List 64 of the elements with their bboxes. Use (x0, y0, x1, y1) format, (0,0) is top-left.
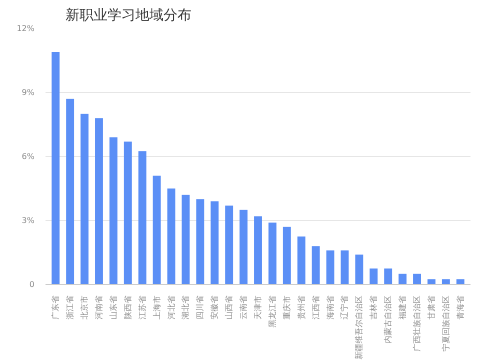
bar (210, 201, 219, 284)
x-tick-label: 吉林省 (369, 296, 378, 320)
x-tick-label: 四川省 (196, 296, 205, 320)
x-tick-label: 河北省 (166, 296, 176, 320)
x-tick-label: 广东省 (51, 296, 60, 320)
x-tick-label: 新疆维吾尔自治区 (354, 296, 364, 360)
x-tick-label: 宁夏回族自治区 (441, 296, 450, 352)
x-tick-label: 江苏省 (138, 296, 147, 320)
x-tick-label: 辽宁省 (340, 296, 350, 320)
bar (312, 246, 320, 284)
x-tick-label: 内蒙古自治区 (384, 296, 393, 344)
bar (282, 226, 291, 284)
y-tick-label: 0 (29, 280, 35, 289)
bar (413, 274, 421, 284)
bar (340, 250, 349, 284)
x-tick-label: 甘肃省 (426, 296, 436, 320)
bar (182, 194, 190, 284)
x-tick-label: 浙江省 (66, 296, 75, 320)
x-tick-label: 湖北省 (181, 296, 190, 320)
bar (456, 279, 464, 284)
bar (138, 151, 146, 284)
x-tick-label: 河南省 (94, 296, 104, 320)
bar (167, 188, 176, 284)
bar (109, 137, 118, 284)
bar (370, 268, 378, 284)
x-tick-label: 广西壮族自治区 (412, 296, 422, 352)
bar (196, 199, 204, 284)
x-tick-label: 山东省 (108, 296, 118, 320)
bar (80, 114, 89, 284)
y-tick-label: 12% (16, 24, 35, 33)
x-tick-label: 云南省 (239, 296, 248, 320)
x-tick-label: 天津市 (254, 296, 262, 320)
x-tick-label: 安徽省 (210, 296, 220, 320)
bar (254, 216, 262, 284)
x-tick-label: 重庆市 (282, 296, 292, 320)
x-tick-label: 福建省 (398, 296, 408, 320)
bar (297, 236, 306, 284)
x-tick-label: 上海市 (152, 296, 162, 320)
bar (355, 254, 364, 284)
x-tick-label: 山西省 (224, 296, 234, 320)
x-tick-label: 海南省 (326, 296, 335, 320)
x-tick-label: 北京市 (80, 296, 90, 320)
y-tick-label: 6% (22, 152, 35, 161)
x-tick-label: 陕西省 (123, 296, 132, 320)
bar (427, 279, 436, 284)
bar (398, 274, 407, 284)
bar (52, 52, 60, 284)
y-tick-label: 9% (22, 88, 35, 97)
bar (268, 222, 276, 284)
bar (442, 279, 450, 284)
bar (152, 176, 161, 284)
x-tick-label: 青海省 (456, 296, 465, 320)
bar (225, 206, 234, 284)
y-tick-label: 3% (22, 216, 35, 225)
bar (240, 210, 248, 284)
bar (384, 268, 392, 284)
bar (66, 98, 74, 284)
bar (124, 142, 132, 284)
bar (95, 118, 103, 284)
bar (326, 250, 334, 284)
x-tick-label: 贵州省 (296, 296, 306, 320)
chart-title: 新职业学习地域分布 (66, 8, 192, 24)
x-tick-label: 黑龙江省 (268, 296, 277, 328)
x-tick-label: 江西省 (311, 296, 320, 320)
